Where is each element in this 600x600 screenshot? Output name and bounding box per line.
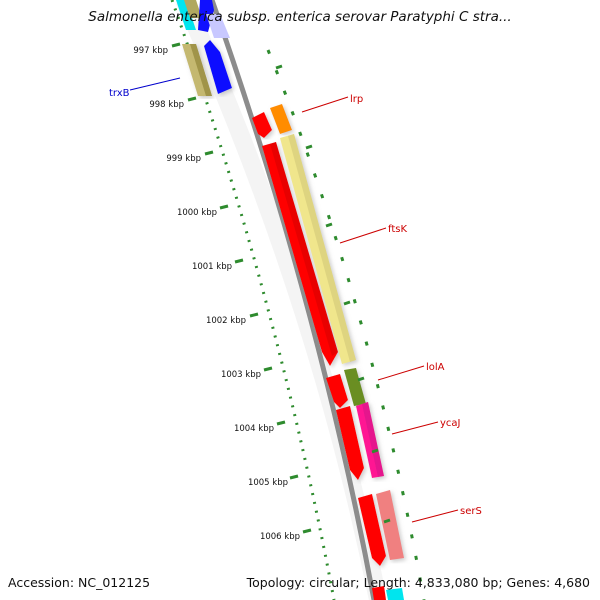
feature-top-lavender	[206, 14, 230, 38]
tick-label: 998 kbp	[149, 100, 184, 110]
tick-label: 1005 kbp	[248, 478, 288, 488]
tick-label: 999 kbp	[166, 154, 201, 164]
ruler-major-ticks	[171, 42, 312, 534]
feature-ycaJ-red	[336, 406, 364, 480]
feature-lrp-red	[252, 112, 272, 138]
label-line-lolA	[377, 365, 425, 381]
feature-serS-pink	[376, 490, 404, 560]
feature-bottom-red	[372, 586, 386, 600]
tick-label: 1004 kbp	[234, 424, 274, 434]
gene-label-lolA[interactable]: lolA	[426, 362, 445, 373]
feature-ftsK-yellow	[280, 134, 356, 364]
gene-label-serS[interactable]: serS	[460, 506, 482, 517]
feature-khaki-1	[182, 44, 212, 96]
label-line-ftsK	[339, 227, 387, 244]
feature-top-cyan	[176, 0, 196, 30]
gene-label-lrp[interactable]: lrp	[350, 94, 363, 105]
tick-label: 1002 kbp	[206, 316, 246, 326]
label-line-ycaJ	[391, 421, 439, 435]
tick-label: 1003 kbp	[221, 370, 261, 380]
tick-label: 1000 kbp	[177, 208, 217, 218]
feature-lrp-orange	[270, 104, 292, 134]
outer-major-ticks	[275, 64, 391, 524]
feature-serS-red	[358, 494, 386, 566]
feature-trxB	[204, 40, 232, 94]
feature-top-khaki	[184, 0, 202, 18]
gene-label-trxB[interactable]: trxB	[109, 88, 130, 99]
tick-label: 1006 kbp	[260, 532, 300, 542]
gene-label-ycaJ[interactable]: ycaJ	[440, 418, 461, 429]
label-line-lrp	[301, 96, 349, 113]
genome-stats: Topology: circular; Length: 4,833,080 bp…	[246, 575, 590, 590]
feature-lolA-red	[326, 374, 348, 408]
gene-label-ftsK[interactable]: ftsK	[388, 224, 407, 235]
feature-bottom-cyan	[386, 588, 404, 600]
tick-label: 1001 kbp	[192, 262, 232, 272]
feature-ftsK-red	[262, 142, 338, 366]
map-title: Salmonella enterica subsp. enterica sero…	[88, 9, 512, 25]
label-line-trxB	[129, 77, 181, 91]
backbone-shadow	[175, 0, 387, 600]
genome-backbone	[209, 0, 377, 600]
label-line-serS	[411, 509, 459, 523]
feature-ycaJ-magenta	[356, 402, 384, 478]
feature-lolA-olive	[344, 368, 366, 406]
accession-label: Accession: NC_012125	[8, 575, 151, 590]
tick-label: 997 kbp	[133, 46, 168, 56]
